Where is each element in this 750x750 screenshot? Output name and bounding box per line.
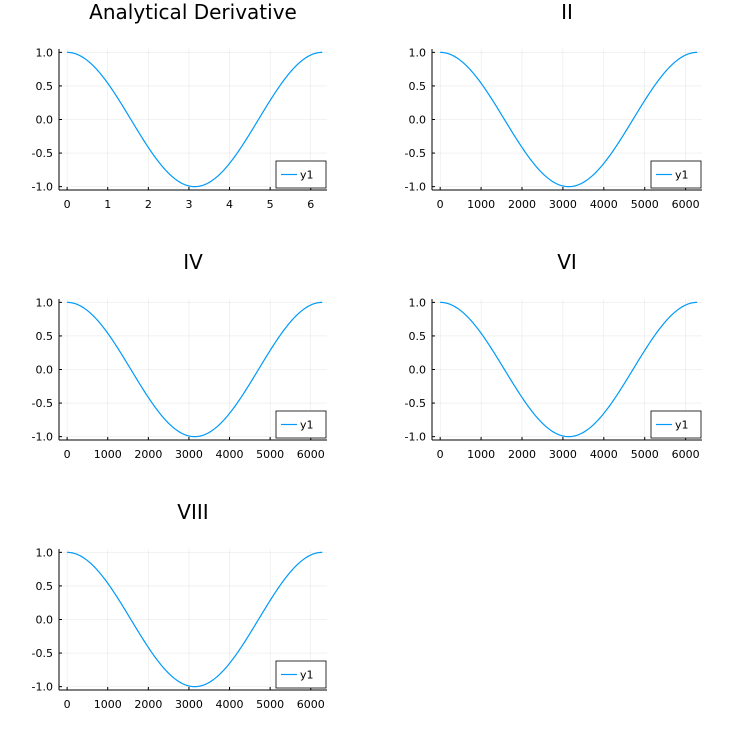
legend: y1 xyxy=(275,660,327,689)
x-tick-label: 0 xyxy=(64,198,71,211)
x-tick-label: 0 xyxy=(437,198,444,211)
x-tick-label: 4 xyxy=(226,198,233,211)
y-tick-label: 0.5 xyxy=(409,330,427,343)
y-tick-label: 0.0 xyxy=(36,364,54,377)
y-tick-label: -1.0 xyxy=(405,181,426,194)
legend: y1 xyxy=(650,410,702,439)
y-tick-label: -0.5 xyxy=(405,397,426,410)
x-tick-label: 6 xyxy=(307,198,314,211)
x-tick-label: 3000 xyxy=(175,448,203,461)
y-tick-label: -0.5 xyxy=(32,397,53,410)
subplot-title: VI xyxy=(557,250,577,274)
x-tick-label: 6000 xyxy=(672,448,700,461)
y-tick-label: 0.5 xyxy=(36,580,54,593)
legend-label: y1 xyxy=(675,419,689,432)
y-tick-label: -1.0 xyxy=(32,181,53,194)
subplot-4: VI 0 1000 2000 3000 4000 5000 6000 -1.0 -0.5 0.0 0.… xyxy=(405,250,702,461)
x-tick-label: 5000 xyxy=(631,198,659,211)
x-tick-label: 5000 xyxy=(631,448,659,461)
x-tick-label: 6000 xyxy=(297,448,325,461)
y-tick-label: 1.0 xyxy=(409,46,427,59)
x-tick-label: 4000 xyxy=(216,698,244,711)
y-tick-label: 1.0 xyxy=(36,296,54,309)
subplot-title: VIII xyxy=(177,500,208,524)
x-tick-label: 2000 xyxy=(508,448,536,461)
series-line-y1 xyxy=(67,551,323,688)
y-tick-label: 1.0 xyxy=(36,46,54,59)
subplot-2: II 0 1000 2000 3000 4000 5000 6000 -1.0 -0.5 0.0 0.… xyxy=(405,0,702,211)
y-tick-label: 0.5 xyxy=(36,330,54,343)
x-tick-label: 4000 xyxy=(590,448,618,461)
x-tick-label: 0 xyxy=(437,448,444,461)
x-tick-label: 6000 xyxy=(672,198,700,211)
legend: y1 xyxy=(275,160,327,189)
legend: y1 xyxy=(650,160,702,189)
legend-label: y1 xyxy=(300,669,314,682)
x-tick-label: 4000 xyxy=(216,448,244,461)
legend-label: y1 xyxy=(675,169,689,182)
y-tick-label: 0.0 xyxy=(409,364,427,377)
x-tick-label: 0 xyxy=(64,698,71,711)
x-tick-label: 5000 xyxy=(256,698,284,711)
series-line-y1 xyxy=(67,301,323,438)
y-tick-label: -0.5 xyxy=(32,147,53,160)
legend-label: y1 xyxy=(300,169,314,182)
x-tick-label: 2 xyxy=(145,198,152,211)
legend-label: y1 xyxy=(300,419,314,432)
x-tick-label: 3 xyxy=(185,198,192,211)
x-tick-label: 1000 xyxy=(467,198,495,211)
x-tick-label: 5 xyxy=(267,198,274,211)
series-line-y1 xyxy=(440,301,698,438)
subplot-title: IV xyxy=(183,250,203,274)
y-tick-label: -0.5 xyxy=(32,647,53,660)
x-tick-label: 1 xyxy=(104,198,111,211)
y-tick-label: -0.5 xyxy=(405,147,426,160)
x-tick-label: 0 xyxy=(64,448,71,461)
subplot-title: Analytical Derivative xyxy=(89,0,297,24)
x-tick-label: 3000 xyxy=(175,698,203,711)
y-tick-label: -1.0 xyxy=(32,431,53,444)
y-tick-label: 0.0 xyxy=(36,114,54,127)
x-tick-label: 3000 xyxy=(549,448,577,461)
y-tick-label: 1.0 xyxy=(409,296,427,309)
series-line-y1 xyxy=(440,51,698,188)
x-tick-label: 2000 xyxy=(134,448,162,461)
subplot-title: II xyxy=(561,0,573,24)
legend: y1 xyxy=(275,410,327,439)
y-tick-label: 0.5 xyxy=(36,80,54,93)
x-tick-label: 6000 xyxy=(297,698,325,711)
y-tick-label: 0.0 xyxy=(36,614,54,627)
y-tick-label: 1.0 xyxy=(36,546,54,559)
x-tick-label: 1000 xyxy=(94,448,122,461)
subplot-5: VIII 0 1000 2000 3000 4000 5000 6000 -1.0 -0.5 0.0… xyxy=(32,500,327,711)
x-tick-label: 3000 xyxy=(549,198,577,211)
x-tick-label: 1000 xyxy=(94,698,122,711)
subplot-3: IV 0 1000 2000 3000 4000 5000 6000 -1.0 -0.5 0.0 0.… xyxy=(32,250,327,461)
y-tick-label: -1.0 xyxy=(32,681,53,694)
y-tick-label: -1.0 xyxy=(405,431,426,444)
y-tick-label: 0.0 xyxy=(409,114,427,127)
x-tick-label: 2000 xyxy=(508,198,536,211)
x-tick-label: 2000 xyxy=(134,698,162,711)
subplot-1: Analytical Derivative 0 1 2 3 4 5 6 -1.0 -0.5 0.0 0… xyxy=(32,0,327,211)
legend-box xyxy=(275,160,327,189)
series-line-y1 xyxy=(67,51,323,188)
y-tick-label: 0.5 xyxy=(409,80,427,93)
x-tick-label: 1000 xyxy=(467,448,495,461)
x-tick-label: 5000 xyxy=(256,448,284,461)
x-tick-label: 4000 xyxy=(590,198,618,211)
